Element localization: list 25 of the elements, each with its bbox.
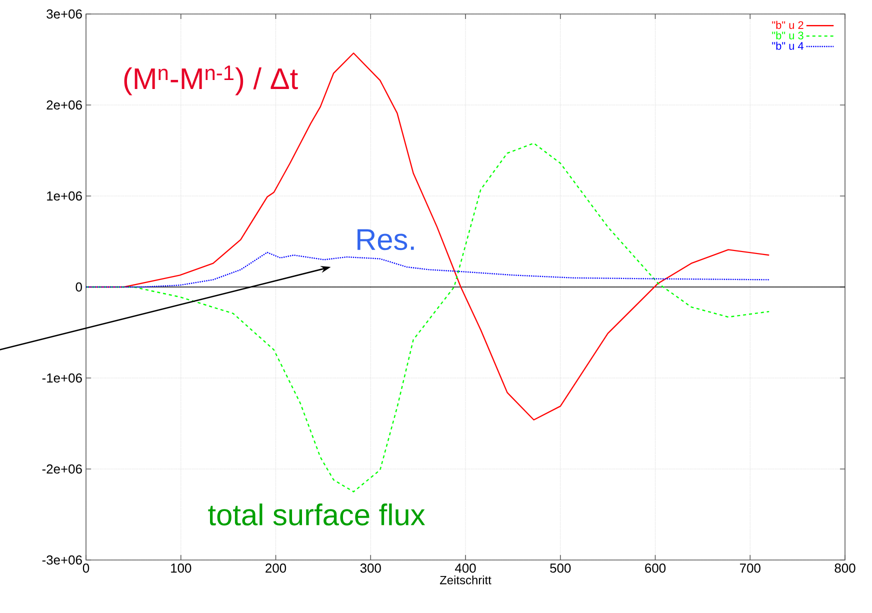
legend-label: "b" u 2 [772,20,804,29]
y-tick-label: 2e+06 [46,100,82,110]
y-tick-label: 0 [76,282,82,292]
line-series [85,142,770,492]
y-tick-label: -2e+06 [42,464,82,474]
y-tick-label: 1e+06 [47,191,82,201]
x-tick-label: 700 [740,564,760,573]
x-tick-label: 300 [360,564,381,573]
legend-label: "b" u 3 [772,31,804,40]
line-series [85,252,770,288]
y-tick-label: -3e+06 [42,555,82,565]
x-tick-label: 200 [266,564,286,573]
annotation: total surface flux [208,504,425,526]
legend-label: "b" u 4 [772,42,804,50]
x-axis-title: Zeitschritt [440,576,492,584]
annotation: Res. [358,229,414,250]
x-tick-label: 100 [171,564,192,573]
x-tick-label: 400 [454,564,476,573]
y-tick-label: -1e+06 [42,373,82,383]
x-tick-label: 600 [645,564,666,573]
x-tick-label: 0 [82,564,90,573]
x-tick-label: 500 [550,564,571,573]
y-tick-label: 3e+06 [46,9,82,19]
annotation: (M$^{n}$-M$^{n-1}$) / Δt [124,66,298,96]
x-tick-label: 800 [834,564,856,573]
